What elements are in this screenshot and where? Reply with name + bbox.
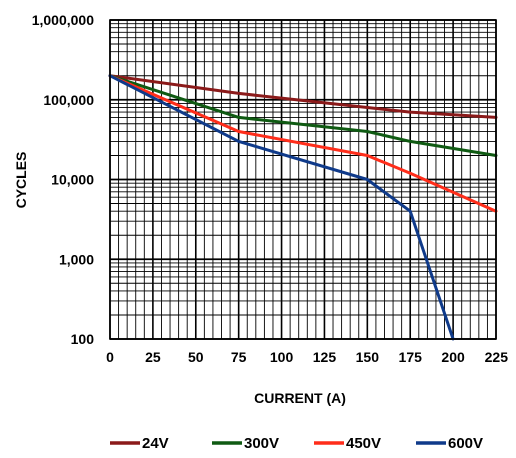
x-tick-label: 225 bbox=[485, 349, 509, 365]
legend: 24V 300V 450V 600V bbox=[110, 435, 483, 452]
legend-label-450v: 450V bbox=[346, 435, 381, 452]
legend-label-600v: 600V bbox=[448, 435, 483, 452]
x-tick-label: 50 bbox=[188, 349, 204, 365]
x-tick-label: 0 bbox=[106, 349, 114, 365]
series-line-24v bbox=[108, 74, 498, 119]
series-line-300v bbox=[108, 74, 498, 157]
x-tick-label: 175 bbox=[399, 349, 423, 365]
x-tick-label: 150 bbox=[356, 349, 380, 365]
x-axis-label: CURRENT (A) bbox=[254, 390, 346, 406]
y-tick-label: 1,000 bbox=[59, 251, 94, 267]
y-tick-label: 100,000 bbox=[43, 92, 94, 108]
x-tick-label: 125 bbox=[313, 349, 337, 365]
x-tick-label: 25 bbox=[145, 349, 161, 365]
y-tick-label: 1,000,000 bbox=[32, 12, 94, 28]
x-tick-label: 75 bbox=[231, 349, 247, 365]
series-layer bbox=[108, 74, 498, 341]
legend-label-24v: 24V bbox=[142, 435, 169, 452]
series-line-600v bbox=[108, 74, 455, 341]
y-axis-label: CYCLES bbox=[13, 152, 29, 209]
x-tick-label: 200 bbox=[441, 349, 465, 365]
plot-frame bbox=[109, 19, 497, 340]
x-tick-label: 100 bbox=[270, 349, 294, 365]
y-tick-label: 100 bbox=[71, 331, 95, 347]
y-tick-label: 10,000 bbox=[51, 172, 94, 188]
legend-label-300v: 300V bbox=[244, 435, 279, 452]
y-tick-labels: 100 1,000 10,000 100,000 1,000,000 bbox=[32, 12, 95, 347]
series-line-450v bbox=[108, 74, 498, 213]
x-tick-labels: 0 25 50 75 100 125 150 175 200 225 bbox=[106, 349, 508, 365]
